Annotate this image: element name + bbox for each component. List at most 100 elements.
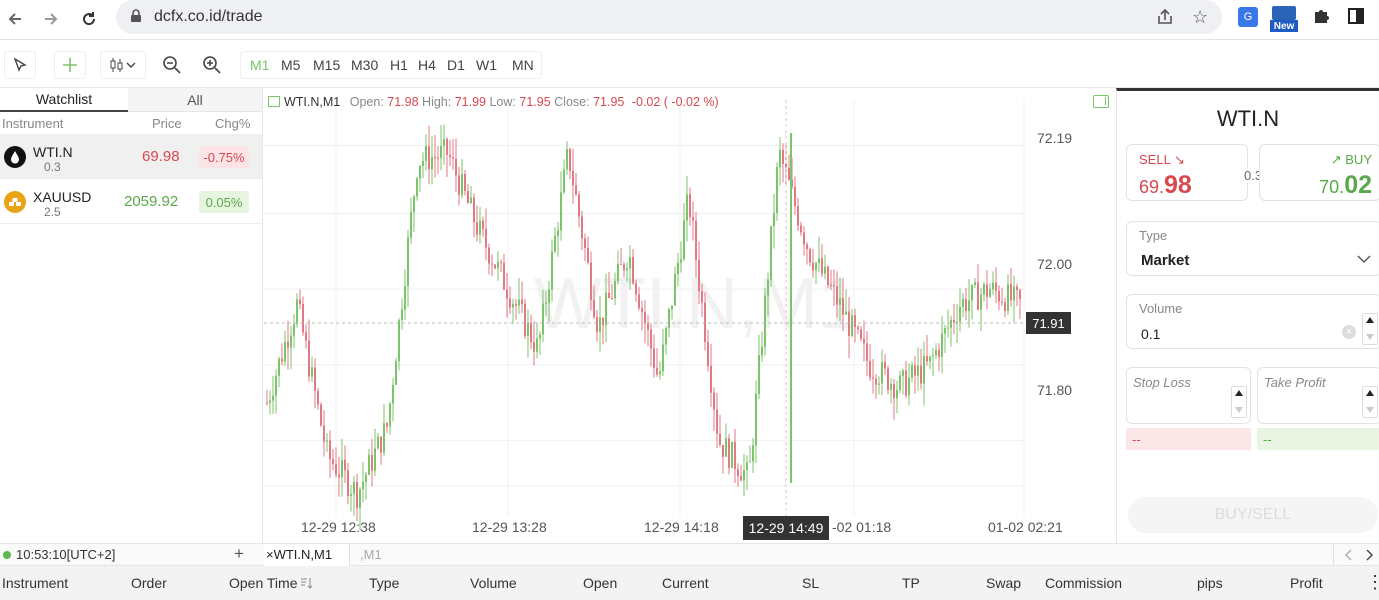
candle-body [521, 299, 523, 304]
candle-body [281, 358, 283, 362]
candle-body [998, 290, 1000, 302]
tab-chart-wti[interactable]: ×WTI.N,M1 [264, 544, 350, 566]
volume-field[interactable]: Volume 0.1 × [1126, 294, 1379, 349]
sidepanel-icon[interactable] [1348, 8, 1364, 24]
step-up-icon[interactable] [1235, 390, 1243, 396]
candle-body [761, 346, 763, 356]
candle-body [419, 165, 421, 179]
volume-stepper[interactable] [1362, 313, 1378, 345]
candle-body [887, 368, 889, 391]
crosshair-tool-button[interactable] [54, 51, 86, 79]
candle-body [1013, 286, 1015, 301]
price-chart[interactable]: WTI.N,M1 WTI.N,M1 Open: 71.98 High: 71.9… [264, 88, 1116, 543]
timeframe-group [240, 51, 542, 79]
candle-body [329, 440, 331, 460]
candle-body [629, 256, 631, 269]
candle-body [647, 323, 649, 330]
type-select[interactable]: Type Market [1126, 221, 1379, 276]
extension-new-icon[interactable]: New [1270, 4, 1298, 32]
list-item[interactable]: XAUUSD 2.5 2059.92 0.05% [0, 179, 262, 224]
candle-body [944, 328, 946, 334]
star-icon[interactable]: ☆ [1192, 7, 1209, 27]
zoom-in-icon[interactable] [202, 55, 222, 80]
cursor-tool-button[interactable] [4, 51, 36, 79]
low-label: Low: [489, 95, 516, 109]
chevron-right-icon[interactable] [1366, 549, 1374, 561]
candle-body [953, 319, 955, 323]
timeframe-mn[interactable]: MN [512, 57, 534, 73]
chart-type-dropdown[interactable] [100, 51, 146, 79]
timeframe-h4[interactable]: H4 [418, 57, 436, 73]
candle-body [722, 445, 724, 457]
stop-loss-field[interactable]: Stop Loss [1126, 367, 1251, 424]
tab-label: WTI.N,M1 [273, 547, 333, 562]
buy-sell-submit-button[interactable]: BUY/SELL [1128, 497, 1378, 533]
candle-body [662, 344, 664, 372]
puzzle-icon[interactable] [1312, 7, 1330, 30]
buy-button[interactable]: ↗ BUY 70.02 [1259, 144, 1379, 201]
buy-price-big: 02 [1344, 171, 1372, 199]
timeframe-h1[interactable]: H1 [390, 57, 408, 73]
tab-watchlist[interactable]: Watchlist [0, 88, 128, 112]
candle-body [650, 329, 652, 349]
timeframe-m1[interactable]: M1 [250, 57, 270, 73]
forward-arrow-icon[interactable] [38, 6, 64, 32]
candle-body [683, 220, 685, 260]
candle-body [803, 232, 805, 245]
col-volume: Volume [470, 575, 517, 591]
candle-body [530, 322, 532, 343]
candle-body [848, 311, 850, 336]
candle-body [716, 409, 718, 434]
candle-body [656, 367, 658, 375]
timeframe-m30[interactable]: M30 [351, 57, 379, 73]
back-arrow-icon[interactable] [2, 6, 28, 32]
tab-all[interactable]: All [128, 88, 262, 112]
candle-body [941, 333, 943, 357]
timeframe-m5[interactable]: M5 [281, 57, 301, 73]
y-tick: 71.80 [1037, 382, 1073, 398]
timeframe-m15[interactable]: M15 [313, 57, 341, 73]
sell-button[interactable]: SELL ↘ 69.98 [1126, 144, 1248, 201]
step-up-icon[interactable] [1366, 390, 1374, 396]
col-open-time[interactable]: Open Time [229, 575, 298, 591]
take-profit-field[interactable]: Take Profit [1257, 367, 1379, 424]
candle-body [434, 156, 436, 158]
step-down-icon[interactable] [1235, 407, 1243, 413]
clear-icon[interactable]: × [1342, 325, 1356, 339]
buy-arrow-icon: ↗ [1330, 152, 1342, 167]
candle-body [320, 404, 322, 426]
panel-toggle-icon[interactable] [1093, 95, 1109, 108]
candle-body [1004, 302, 1006, 312]
stop-loss-stepper[interactable] [1231, 386, 1247, 418]
zoom-out-icon[interactable] [162, 55, 182, 80]
candle-body [614, 281, 616, 299]
candle-body [554, 235, 556, 252]
candle-body [731, 441, 733, 468]
address-bar[interactable]: dcfx.co.id/trade ☆ [116, 0, 1222, 34]
timeframe-w1[interactable]: W1 [476, 57, 497, 73]
close-tab-icon[interactable]: × [266, 547, 274, 562]
reload-icon[interactable] [76, 6, 102, 32]
step-down-icon[interactable] [1366, 334, 1374, 340]
tab-chart-2[interactable]: ,M1 [360, 547, 382, 562]
translate-icon[interactable]: G [1238, 7, 1258, 27]
high-label: High: [422, 95, 452, 109]
change-value: -0.02 ( -0.02 %) [631, 95, 719, 109]
add-chart-button[interactable]: + [234, 544, 244, 563]
more-options-icon[interactable]: ⋮ [1366, 572, 1379, 592]
candle-body [308, 340, 310, 377]
share-icon[interactable] [1156, 8, 1174, 31]
list-item[interactable]: WTI.N 0.3 69.98 -0.75% [0, 134, 262, 179]
candle-body [635, 283, 637, 295]
chevron-left-icon[interactable] [1344, 549, 1352, 561]
step-down-icon[interactable] [1366, 407, 1374, 413]
take-profit-stepper[interactable] [1362, 386, 1378, 418]
sell-price-main: 69. [1139, 177, 1165, 197]
timeframe-d1[interactable]: D1 [447, 57, 465, 73]
candle-body [668, 309, 670, 329]
chart-checkbox-icon[interactable] [268, 96, 280, 107]
candle-body [935, 349, 937, 356]
step-up-icon[interactable] [1366, 317, 1374, 323]
candle-body [518, 299, 520, 306]
sort-icon[interactable] [300, 577, 312, 589]
